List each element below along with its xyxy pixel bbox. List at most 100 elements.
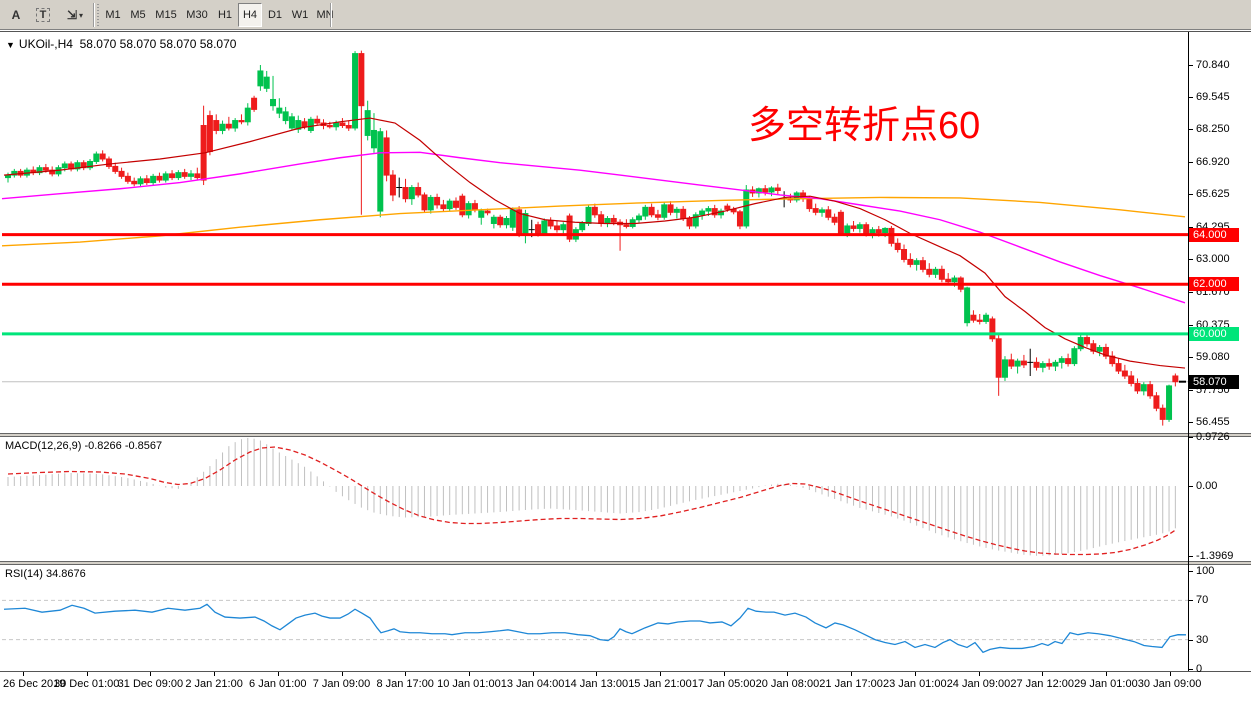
date-label: 6 Jan 01:00 xyxy=(249,678,307,690)
date-label: 30 Jan 09:00 xyxy=(1137,678,1202,690)
date-label: 29 Jan 01:00 xyxy=(1074,678,1138,690)
timeframe-w1[interactable]: W1 xyxy=(291,9,309,21)
letter-a-icon: A xyxy=(11,8,21,22)
axis-tick xyxy=(1188,639,1193,641)
axis-tick xyxy=(1188,437,1193,439)
macd-tick-label: 0.9726 xyxy=(1196,431,1230,444)
time-tick xyxy=(214,672,216,676)
timeframe-m1[interactable]: M1 xyxy=(105,9,121,21)
chart-canvas[interactable] xyxy=(0,32,1251,701)
date-label: 21 Jan 17:00 xyxy=(819,678,883,690)
date-label: 26 Dec 2019 xyxy=(3,678,66,690)
date-label: 24 Jan 09:00 xyxy=(946,678,1011,690)
price-badge-62.000: 62.000 xyxy=(1189,277,1239,292)
price-badge-60.000: 60.000 xyxy=(1189,326,1239,341)
price-tick-label: 69.545 xyxy=(1196,91,1230,104)
date-label: 10 Jan 01:00 xyxy=(437,678,501,690)
shapes-tool-button[interactable]: ⇲ ▾ xyxy=(58,3,92,27)
date-label: 20 Jan 08:00 xyxy=(755,678,820,690)
axis-tick xyxy=(1188,292,1193,294)
axis-tick xyxy=(1188,259,1193,261)
price-tick-label: 68.250 xyxy=(1196,123,1230,136)
macd-tick-label: -1.3969 xyxy=(1196,549,1234,562)
time-tick xyxy=(1169,672,1171,676)
axis-tick xyxy=(1188,356,1193,358)
toolbar-separator-2 xyxy=(330,3,331,27)
chart-annotation-text[interactable]: 多空转折点60 xyxy=(748,105,981,147)
price-tick-label: 65.625 xyxy=(1196,188,1230,201)
annotate-text-button[interactable]: A xyxy=(4,3,28,27)
timeframe-mn[interactable]: MN xyxy=(316,9,334,21)
date-label: 13 Jan 04:00 xyxy=(500,678,565,690)
rsi-tick-label: 30 xyxy=(1196,633,1209,646)
axis-tick xyxy=(1188,421,1193,423)
axis-tick xyxy=(1188,65,1193,66)
axis-border xyxy=(1188,32,1189,671)
macd-tick-label: 0.00 xyxy=(1196,480,1218,492)
toolbar-separator xyxy=(93,3,94,27)
title-dropdown-icon[interactable]: ▼ xyxy=(6,40,15,50)
time-tick xyxy=(468,672,470,676)
axis-tick xyxy=(1188,571,1193,572)
time-tick xyxy=(23,672,24,676)
time-tick xyxy=(150,672,152,676)
time-tick xyxy=(914,672,916,676)
timeframe-m5[interactable]: M5 xyxy=(130,9,146,21)
symbol-title: UKOil-,H4 xyxy=(18,37,73,51)
rsi-indicator-label: RSI(14) 34.8676 xyxy=(5,568,86,580)
time-tick xyxy=(978,672,980,676)
text-label-tool-button[interactable]: T xyxy=(30,3,56,27)
pane-splitter-macd[interactable] xyxy=(0,433,1251,437)
date-label: 27 Jan 12:00 xyxy=(1010,678,1074,690)
pane-splitter-rsi[interactable] xyxy=(0,561,1251,565)
date-label: 31 Dec 09:00 xyxy=(117,678,184,690)
time-tick xyxy=(86,672,88,676)
rsi-tick-label: 100 xyxy=(1196,565,1215,577)
chart-title[interactable]: ▼ UKOil-,H4 58.070 58.070 58.070 58.070 xyxy=(6,37,236,51)
axis-tick xyxy=(1188,324,1193,326)
price-tick-label: 66.920 xyxy=(1196,156,1230,169)
rsi-tick-label: 0 xyxy=(1196,663,1203,675)
price-tick-label: 56.455 xyxy=(1196,415,1230,428)
time-tick xyxy=(277,672,279,676)
time-tick xyxy=(660,672,661,676)
axis-tick xyxy=(1188,97,1193,99)
date-label: 15 Jan 21:00 xyxy=(628,678,692,690)
axis-tick xyxy=(1188,669,1193,670)
price-badge-58.070: 58.070 xyxy=(1189,374,1239,389)
price-tick-label: 70.840 xyxy=(1196,59,1230,71)
time-tick xyxy=(851,672,853,676)
text-tool-icon: T xyxy=(35,8,51,22)
date-label: 8 Jan 17:00 xyxy=(376,678,434,690)
timeframe-h1[interactable]: H1 xyxy=(217,9,233,21)
timeframe-d1[interactable]: D1 xyxy=(267,9,283,21)
axis-tick xyxy=(1188,194,1193,196)
time-tick xyxy=(532,672,534,676)
chart-window[interactable]: ▼ UKOil-,H4 58.070 58.070 58.070 58.070 多… xyxy=(0,31,1251,701)
timeframe-m15[interactable]: M15 xyxy=(155,9,177,21)
toolbar-grip[interactable] xyxy=(96,4,101,26)
chevron-down-icon: ▾ xyxy=(79,10,84,20)
price-tick-label: 59.080 xyxy=(1196,350,1230,363)
date-label: 23 Jan 01:00 xyxy=(882,678,947,690)
timeframe-h4[interactable]: H4 xyxy=(238,3,262,27)
date-label: 14 Jan 13:00 xyxy=(564,678,629,690)
shapes-icon: ⇲ xyxy=(66,8,78,22)
time-tick xyxy=(596,672,598,676)
date-label: 30 Dec 01:00 xyxy=(53,678,120,690)
macd-indicator-label: MACD(12,26,9) -0.8266 -0.8567 xyxy=(5,440,163,452)
axis-tick xyxy=(1188,555,1193,557)
timeframe-m30[interactable]: M30 xyxy=(186,9,208,21)
price-tick-label: 63.000 xyxy=(1196,253,1230,266)
axis-tick xyxy=(1188,600,1193,602)
time-tick xyxy=(1105,672,1107,676)
ohlc-readout: 58.070 58.070 58.070 58.070 xyxy=(79,37,237,51)
timeaxis-border xyxy=(0,671,1251,672)
date-label: 2 Jan 21:00 xyxy=(185,678,243,690)
date-label: 17 Jan 05:00 xyxy=(691,678,756,690)
axis-tick xyxy=(1188,389,1193,391)
time-tick xyxy=(787,672,789,676)
axis-tick xyxy=(1188,486,1193,487)
price-badge-64.000: 64.000 xyxy=(1189,227,1239,242)
